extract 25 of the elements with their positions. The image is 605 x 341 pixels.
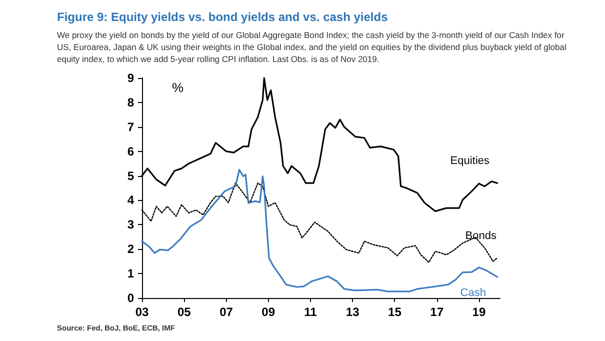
y-tick-label: 2 [127, 242, 134, 256]
y-tick-label: 9 [127, 71, 134, 85]
series-label: Bonds [465, 230, 497, 242]
y-tick-label: 8 [127, 95, 134, 110]
x-tick-label: 13 [346, 305, 360, 319]
chart-title: Figure 9: Equity yields vs. bond yields and vs. cash yields [57, 10, 388, 24]
series-label: Cash [460, 286, 486, 299]
x-tick-label: 11 [304, 305, 318, 319]
y-tick-label: 0 [127, 291, 134, 305]
chart-subtitle: We proxy the yield on bonds by the yield of our Global Aggregate Bond Index; the cash yield by the 3-month yield of our Cash Index for US, Euroarea, Japan & UK using their weights in the Global index, and the yield on equities by the dividend plus buyback yield of global equity index, to which we add 5-year rolling CPI inflation. Last Obs. is as of Nov 2019. [57, 30, 569, 64]
y-axis-title: % [172, 80, 184, 95]
x-tick-label: 15 [388, 305, 402, 319]
x-tick-label: 09 [262, 305, 276, 319]
x-tick-label: 03 [135, 305, 149, 319]
y-tick-label: 5 [127, 168, 134, 183]
x-tick-label: 19 [472, 305, 486, 319]
y-tick-label: 6 [127, 144, 134, 158]
x-tick-label: 17 [430, 305, 444, 319]
y-tick-label: 4 [127, 193, 134, 208]
x-tick-label: 07 [220, 305, 234, 319]
series-label: Equities [450, 155, 490, 168]
y-tick-label: 1 [127, 266, 134, 281]
x-tick-label: 05 [177, 305, 192, 319]
y-tick-label: 3 [127, 218, 134, 232]
y-tick-label: 7 [127, 120, 134, 134]
